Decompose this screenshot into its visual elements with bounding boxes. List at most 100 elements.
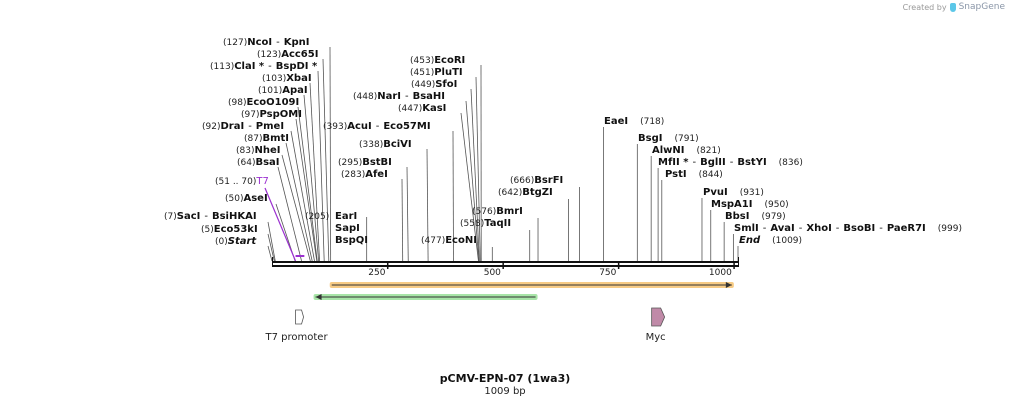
site-line (470, 88, 480, 262)
site-position: (5) (201, 225, 214, 235)
enzyme-site-label[interactable]: (295)BstBI (338, 157, 392, 168)
enzyme-site-label[interactable]: EaeI (718) (604, 116, 664, 127)
site-name[interactable]: SapI (335, 223, 360, 234)
site-line (426, 148, 429, 262)
enzyme-site-label[interactable]: (0)Start (215, 236, 257, 247)
site-separator: - (799, 223, 803, 234)
green-orf-feature[interactable] (313, 294, 538, 300)
site-name: Eco57MI (383, 121, 430, 132)
site-position: (447) (398, 104, 422, 114)
site-name: BsgI (638, 133, 662, 144)
enzyme-site-label[interactable]: End (1009) (739, 235, 802, 246)
enzyme-site-label[interactable]: (123)Acc65I (257, 49, 318, 60)
site-separator: - (405, 91, 409, 102)
enzyme-site-label[interactable]: (448)NarI - BsaHI (353, 91, 445, 102)
enzyme-site-label[interactable]: (92)DraI - PmeI (202, 121, 284, 132)
site-line (267, 233, 275, 262)
enzyme-site-label[interactable]: PvuI (931) (703, 187, 764, 198)
site-separator: - (268, 61, 272, 72)
site-name: MfII * (658, 157, 689, 168)
axis-tick-label: 250 (368, 268, 385, 278)
enzyme-site-label[interactable]: (451)PluTI (410, 67, 463, 78)
tag-arrow-icon (651, 307, 666, 327)
enzyme-site-label[interactable]: (97)PspOMI (241, 109, 302, 120)
enzyme-site-label[interactable]: BsgI (791) (638, 133, 699, 144)
enzyme-site-label[interactable]: (642)BtgZI (498, 187, 553, 198)
enzyme-site-label[interactable]: (83)NheI (236, 145, 280, 156)
site-name: ApaI (282, 85, 307, 96)
site-line (460, 112, 479, 262)
enzyme-site-label[interactable]: (7)SacI - BsiHKAI (164, 211, 257, 222)
site-name: BsiHKAI (212, 211, 257, 222)
site-line (317, 70, 325, 262)
enzyme-site-label[interactable]: (64)BsaI (237, 157, 280, 168)
feature-myc[interactable]: Myc (646, 307, 666, 343)
site-position: (123) (257, 50, 281, 60)
site-name: XbaI (286, 73, 311, 84)
enzyme-site-label[interactable]: MspA1I (950) (711, 199, 789, 210)
enzyme-site-label[interactable]: (576)BmrI (472, 206, 523, 217)
site-line (465, 100, 480, 262)
enzyme-site-label[interactable]: (447)KasI (398, 103, 446, 114)
enzyme-site-label[interactable]: (558)TaqII (460, 218, 511, 229)
axis-tick-label: 1000 (709, 268, 732, 278)
enzyme-site-label[interactable]: MfII * - BglII - BstYI (836) (658, 157, 803, 168)
enzyme-site-label[interactable]: (101)ApaI (258, 85, 308, 96)
site-position: (448) (353, 92, 377, 102)
snapgene-logo-icon (949, 2, 956, 12)
enzyme-site-label[interactable]: (50)AseI (225, 193, 268, 204)
site-position: (87) (244, 134, 262, 144)
primer-site-label[interactable]: (51 .. 70)T7 (215, 176, 269, 187)
enzyme-site-label[interactable]: (113)ClaI * - BspDI * (210, 61, 318, 72)
site-position: (999) (938, 224, 962, 234)
site-position: (979) (761, 212, 785, 222)
enzyme-site-label[interactable]: (338)BciVI (359, 139, 412, 150)
site-name: AlwNI (652, 145, 685, 156)
orange-orf-feature[interactable] (329, 282, 734, 288)
enzyme-site-label[interactable]: AlwNI (821) (652, 145, 721, 156)
site-line (309, 82, 320, 262)
enzyme-site-label[interactable]: (127)NcoI - KpnI (223, 37, 309, 48)
enzyme-site-label[interactable]: (666)BsrFI (510, 175, 563, 186)
enzyme-site-label[interactable]: (5)Eco53kI (201, 224, 258, 235)
site-name: SfoI (435, 79, 457, 90)
enzyme-site-label[interactable]: (453)EcoRI (410, 55, 465, 66)
enzyme-site-label[interactable]: (449)SfoI (411, 79, 457, 90)
backbone: 250 500 750 1000 (272, 255, 739, 278)
enzyme-site-label[interactable]: (393)AcuI - Eco57MI (323, 121, 431, 132)
enzyme-site-label[interactable]: (87)BmtI (244, 133, 289, 144)
site-name: EcoNI (445, 235, 477, 246)
site-name: NcoI (247, 37, 272, 48)
enzyme-site-label[interactable]: (283)AfeI (341, 169, 388, 180)
site-line (285, 142, 313, 262)
enzyme-site-label[interactable]: (477)EcoNI (421, 235, 477, 246)
site-position: (51 .. 70) (215, 177, 256, 187)
enzyme-site-label[interactable]: PstI (844) (665, 169, 723, 180)
site-name[interactable]: EarI (335, 211, 357, 222)
site-separator: - (376, 121, 380, 132)
site-position: (576) (472, 207, 496, 217)
site-name: PluTI (434, 67, 462, 78)
site-line (295, 118, 318, 262)
site-position: (453) (410, 56, 434, 66)
enzyme-site-label[interactable]: SmlI - AvaI - XhoI - BsoBI - PaeR7I (999) (734, 223, 962, 234)
site-line (277, 166, 302, 262)
backbone-top-strand (272, 261, 738, 263)
site-line (329, 46, 332, 262)
enzyme-site-label[interactable]: (98)EcoO109I (228, 97, 299, 108)
enzyme-site-label[interactable]: (103)XbaI (262, 73, 312, 84)
site-name: KasI (422, 103, 446, 114)
site-position: (0) (215, 237, 228, 247)
site-name: XhoI (806, 223, 831, 234)
site-position: (205) (305, 212, 329, 222)
axis-tick (617, 261, 620, 269)
site-position: (64) (237, 158, 255, 168)
site-separator: - (204, 211, 208, 222)
enzyme-site-label[interactable]: BbsI (979) (725, 211, 786, 222)
feature-label: Myc (646, 332, 666, 343)
site-position: (127) (223, 38, 247, 48)
feature-label: T7 promoter (265, 332, 329, 343)
feature-t7-promoter[interactable]: T7 promoter (265, 309, 329, 343)
site-name[interactable]: BspQI (335, 235, 368, 246)
features: T7 promoter Myc (265, 282, 734, 343)
